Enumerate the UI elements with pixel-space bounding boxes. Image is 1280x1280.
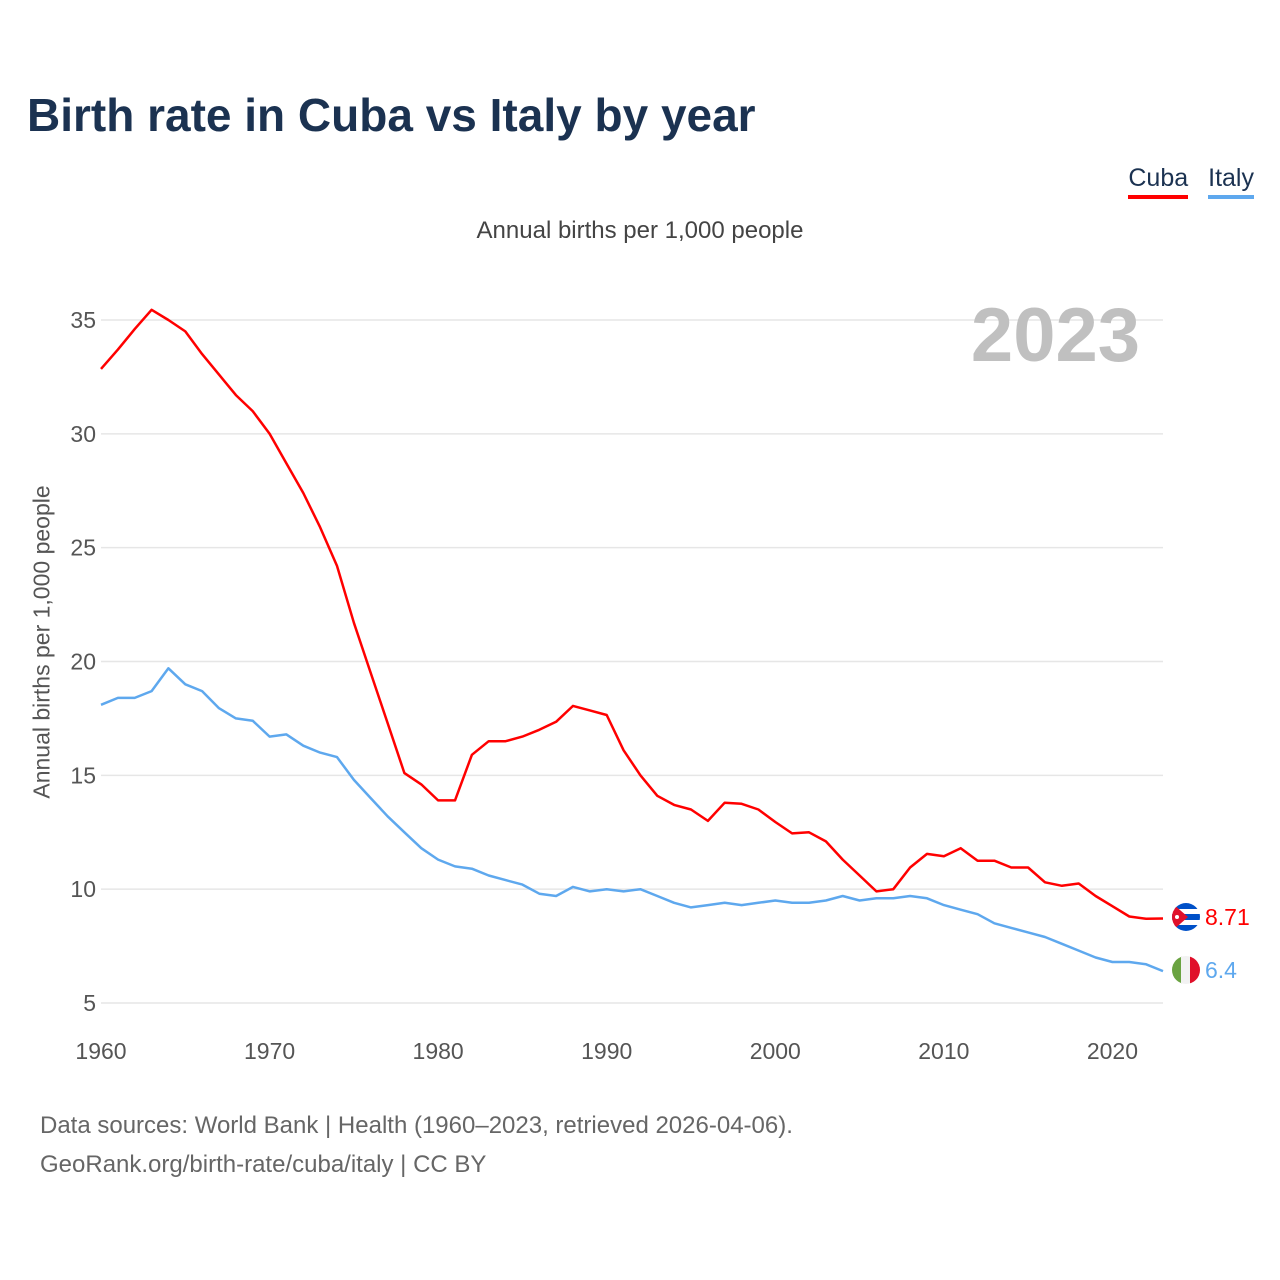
source-line-2[interactable]: GeoRank.org/birth-rate/cuba/italy | CC B… (40, 1151, 487, 1178)
x-tick-label: 2010 (918, 1038, 969, 1064)
y-tick-label: 30 (70, 421, 96, 447)
source-line-1: Data sources: World Bank | Health (1960–… (40, 1112, 793, 1139)
x-tick-label: 1970 (244, 1038, 295, 1064)
italy-flag-icon (1172, 956, 1200, 984)
legend-item-cuba[interactable]: Cuba (1128, 164, 1189, 199)
x-tick-label: 1990 (581, 1038, 632, 1064)
current-year-label: 2023 (970, 293, 1140, 378)
series-line-italy (100, 667, 1164, 973)
x-tick-label: 1960 (75, 1038, 126, 1064)
x-tick-label: 2020 (1087, 1038, 1138, 1064)
x-tick-label: 2000 (750, 1038, 801, 1064)
series-line-cuba (100, 308, 1164, 921)
x-tick-label: 1980 (413, 1038, 464, 1064)
source-note: Data sources: World Bank | Health (1960–… (40, 1106, 793, 1184)
chart-title: Birth rate in Cuba vs Italy by year (27, 89, 756, 141)
legend-item-italy[interactable]: Italy (1208, 164, 1254, 199)
legend: Cuba Italy (1128, 164, 1254, 199)
y-tick-label: 25 (70, 535, 96, 561)
cuba-flag-icon (1172, 903, 1200, 931)
y-tick-label: 20 (70, 649, 96, 675)
y-tick-label: 15 (70, 762, 96, 788)
italy-end-label: 6.4 (1205, 957, 1237, 983)
cuba-end-label: 8.71 (1205, 904, 1250, 930)
y-tick-label: 35 (70, 307, 96, 333)
y-tick-label: 5 (83, 990, 96, 1016)
chart-subtitle: Annual births per 1,000 people (476, 217, 804, 244)
y-tick-label: 10 (70, 876, 96, 902)
